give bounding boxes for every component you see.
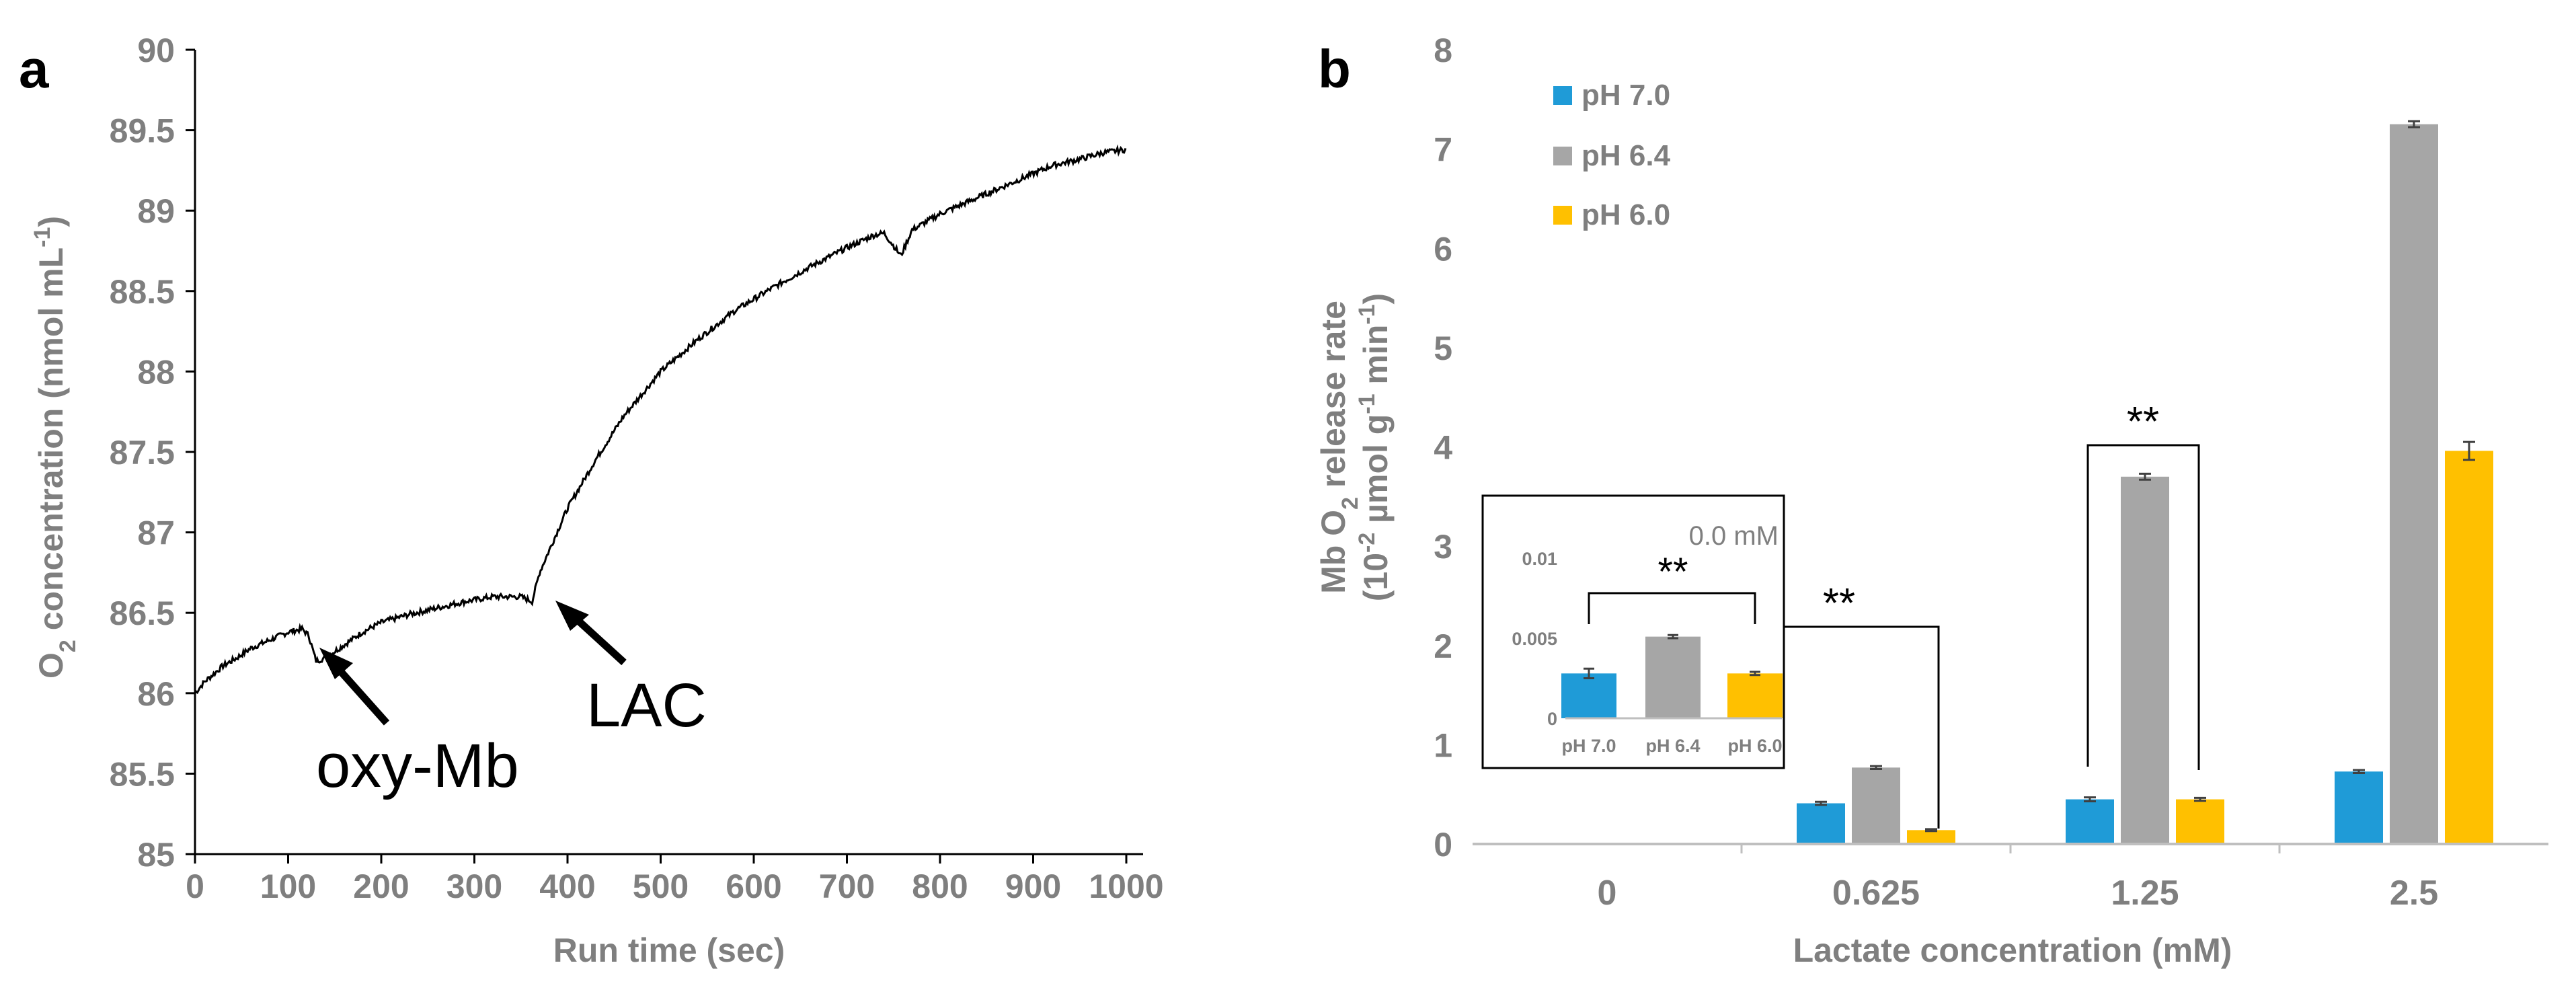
panel-b-y-axis-title-line2: (10-2 µmol g-1 min-1) [1354, 293, 1395, 601]
significance-label-125: ** [2127, 399, 2159, 445]
legend-label-ph60: pH 6.0 [1582, 198, 1670, 231]
bar-ph64-1.25 [2121, 476, 2169, 844]
legend-swatch-ph70 [1553, 86, 1572, 105]
legend-label-ph64: pH 6.4 [1582, 139, 1671, 172]
panel-b-x-ticks: 0 0.625 1.25 2.5 [1598, 844, 2438, 913]
inset-bars [1561, 634, 1783, 718]
panel-b-y-axis-title-line1: Mb O2 release rate [1315, 301, 1363, 594]
panel-a-x-ticks: 0 100 200 300 400 500 600 700 800 900 1000 [186, 854, 1164, 905]
significance-label-0625: ** [1823, 580, 1855, 627]
panel-a-x-tick-label: 200 [353, 868, 409, 905]
panel-a-y-tick-label: 86.5 [110, 595, 175, 632]
oxy-mb-arrowhead [319, 648, 353, 679]
panel-a-y-tick-label: 85.5 [110, 755, 175, 793]
bar-ph60-2.5 [2445, 451, 2493, 844]
legend-label-ph70: pH 7.0 [1582, 79, 1670, 112]
panel-a-x-tick-label: 500 [633, 868, 689, 905]
panel-a-x-tick-label: 400 [539, 868, 595, 905]
inset-significance-bracket [1588, 592, 1756, 624]
panel-b-x-tick-label: 0 [1598, 874, 1617, 913]
panel-a-y-tick-label: 88.5 [110, 273, 175, 311]
inset-bar-ph60 [1727, 673, 1783, 718]
panel-a-y-tick-label: 90 [137, 32, 175, 69]
inset-x-ticks: pH 7.0 pH 6.4 pH 6.0 [1561, 736, 1782, 756]
panel-a-y-tick-label: 87.5 [110, 434, 175, 471]
panel-a-x-tick-label: 300 [446, 868, 502, 905]
oxy-mb-annotation: oxy-Mb [316, 732, 519, 800]
significance-bracket-125 [2086, 444, 2200, 770]
panel-b-x-tick-label: 0.625 [1832, 874, 1920, 913]
bar-ph64-2.5 [2390, 124, 2438, 844]
inset-title: 0.0 mM [1689, 521, 1779, 551]
bar-ph70-1.25 [2066, 799, 2114, 844]
panel-a-y-tick-label: 89 [137, 192, 175, 230]
panel-b: b Mb O2 release rate (10-2 µmol g-1 min-… [1315, 32, 2548, 969]
legend-swatch-ph60 [1553, 206, 1572, 225]
panel-a: a O2 concentration (nmol mL-1) 8585.5868… [19, 32, 1164, 969]
inset-bar-ph70 [1561, 673, 1616, 718]
inset-x-tick-label: pH 7.0 [1561, 736, 1616, 756]
lac-arrowhead [555, 601, 589, 631]
panel-a-y-tick-label: 89.5 [110, 112, 175, 150]
panel-a-x-tick-label: 900 [1005, 868, 1061, 905]
panel-b-x-axis-title: Lactate concentration (mM) [1793, 931, 2232, 969]
bar-ph64-0.625 [1852, 767, 1900, 844]
panel-a-x-tick-label: 800 [912, 868, 968, 905]
panel-b-y-tick-label: 0 [1434, 826, 1452, 864]
panel-b-x-tick-label: 2.5 [2390, 874, 2438, 913]
panel-b-x-tick-label: 1.25 [2111, 874, 2179, 913]
lac-annotation: LAC [586, 671, 707, 740]
panel-a-x-axis-title: Run time (sec) [553, 931, 785, 969]
panel-a-y-tick-label: 85 [137, 836, 175, 874]
bar-ph70-0.625 [1797, 803, 1845, 844]
legend-swatch-ph64 [1553, 147, 1572, 165]
panel-a-x-tick-label: 100 [260, 868, 316, 905]
bar-ph70-2.5 [2335, 771, 2383, 844]
bar-ph60-0.625 [1907, 830, 1955, 844]
panel-b-bars [1797, 120, 2493, 844]
panel-a-x-tick-label: 1000 [1089, 868, 1163, 905]
panel-b-y-tick-label: 4 [1434, 429, 1452, 467]
panel-b-y-tick-label: 3 [1434, 528, 1452, 566]
panel-a-y-ticks: 85 85.5 86 86.5 87 87.5 88 88.5 89 89.5 90 [110, 32, 195, 874]
panel-b-y-tick-label: 8 [1434, 32, 1452, 69]
panel-a-label: a [19, 39, 49, 99]
panel-a-y-axis-title: O2 concentration (nmol mL-1) [30, 216, 81, 679]
panel-b-label: b [1318, 39, 1351, 99]
panel-b-legend: pH 7.0 pH 6.4 pH 6.0 [1553, 79, 1671, 231]
panel-a-y-tick-label: 88 [137, 353, 175, 391]
inset-y-tick-label: 0 [1547, 709, 1557, 729]
inset-chart: 0.0 mM 0 0.005 0.01 pH 7.0 pH 6.4 pH 6.0 ** [1481, 494, 1785, 769]
inset-y-ticks: 0 0.005 0.01 [1512, 549, 1557, 729]
panel-a-x-tick-label: 600 [726, 868, 781, 905]
panel-b-y-ticks: 0 1 2 3 4 5 6 7 8 [1434, 32, 1452, 864]
panel-b-y-tick-label: 1 [1434, 726, 1452, 764]
inset-significance-label: ** [1657, 550, 1688, 594]
inset-frame [1481, 494, 1785, 769]
panel-a-x-tick-label: 0 [186, 868, 204, 905]
panel-a-y-tick-label: 86 [137, 675, 175, 713]
panel-a-o2-trace [194, 144, 1127, 695]
panel-b-y-tick-label: 7 [1434, 131, 1452, 169]
bar-ph60-1.25 [2176, 799, 2224, 844]
inset-y-tick-label: 0.005 [1512, 629, 1557, 649]
panel-a-x-tick-label: 700 [819, 868, 875, 905]
inset-y-tick-label: 0.01 [1522, 549, 1557, 569]
panel-a-y-tick-label: 87 [137, 514, 175, 552]
panel-b-y-tick-label: 6 [1434, 230, 1452, 268]
inset-x-tick-label: pH 6.4 [1645, 736, 1700, 756]
panel-b-y-tick-label: 2 [1434, 627, 1452, 665]
panel-b-y-tick-label: 5 [1434, 330, 1452, 367]
inset-x-tick-label: pH 6.0 [1727, 736, 1782, 756]
inset-bar-ph64 [1645, 636, 1701, 718]
